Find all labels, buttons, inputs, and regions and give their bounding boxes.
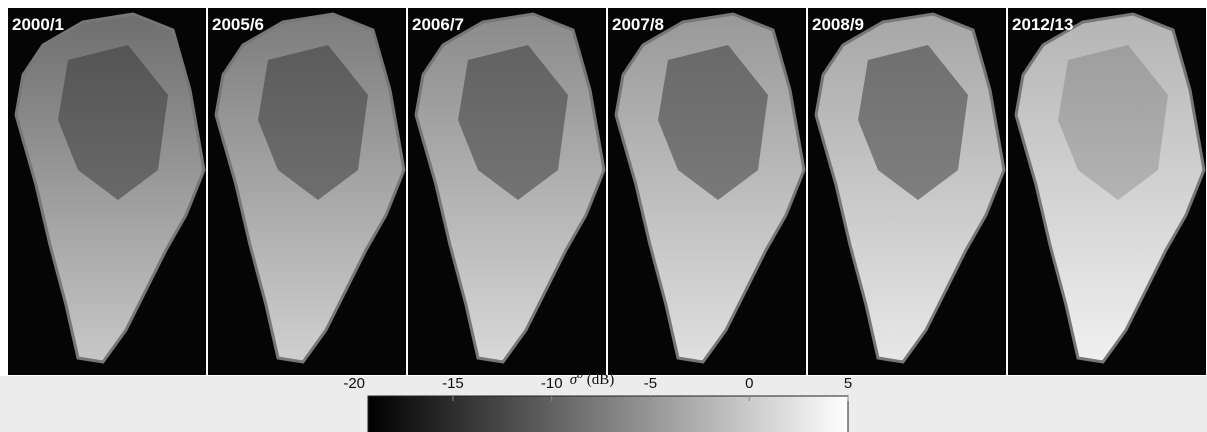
- panel: 2008/9: [808, 8, 1006, 375]
- page: 2000/1 2005/6 2006/7 2007/8 2008/9 2012/13 -20…: [0, 0, 1207, 432]
- colorbar: [368, 396, 848, 432]
- colorbar-tick-label: -20: [343, 375, 365, 392]
- colorbar-tick-label: -5: [644, 375, 657, 392]
- panel: 2000/1: [8, 8, 206, 375]
- panel: 2005/6: [208, 8, 406, 375]
- colorbar-tick-label: 5: [844, 375, 852, 392]
- label-superscript: o: [577, 369, 583, 381]
- panel-label: 2008/9: [812, 15, 864, 34]
- label-unit: (dB): [587, 372, 615, 388]
- colorbar-tick-label: -10: [541, 375, 563, 392]
- panel-label: 2012/13: [1012, 15, 1073, 34]
- colorbar-tick-label: 0: [745, 375, 753, 392]
- colorbar-label: σo(dB): [570, 369, 614, 388]
- panel-label: 2007/8: [612, 15, 664, 34]
- panel-label: 2000/1: [12, 15, 64, 34]
- panel-label: 2006/7: [412, 15, 464, 34]
- panel: 2006/7: [408, 8, 606, 375]
- colorbar-tick-label: -15: [442, 375, 464, 392]
- panel: 2012/13: [1008, 8, 1206, 375]
- panel: 2007/8: [608, 8, 806, 375]
- figure: 2000/1 2005/6 2006/7 2007/8 2008/9 2012/13 -20…: [0, 0, 1207, 432]
- panel-label: 2005/6: [212, 15, 264, 34]
